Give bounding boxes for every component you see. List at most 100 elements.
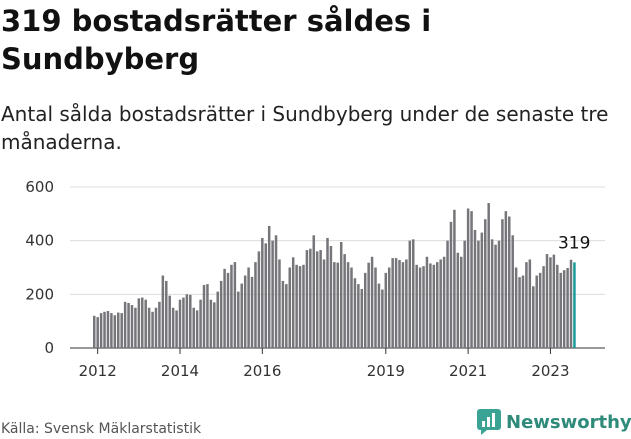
bar	[292, 257, 295, 348]
bar	[251, 277, 254, 348]
bar	[138, 298, 141, 348]
bar	[343, 254, 346, 348]
bar	[244, 276, 247, 348]
bar	[213, 302, 216, 348]
bar	[367, 263, 370, 348]
bar	[522, 276, 525, 348]
bar	[450, 222, 453, 348]
bar	[237, 292, 240, 348]
bar	[247, 268, 250, 349]
bar	[457, 253, 460, 348]
brand-name: Newsworthy	[506, 412, 631, 433]
bar	[501, 219, 504, 348]
bar	[505, 211, 508, 348]
x-tick-label: 2019	[367, 362, 405, 380]
bar	[110, 313, 113, 348]
bar	[549, 257, 552, 348]
bar	[309, 249, 312, 348]
bar	[93, 316, 96, 348]
bar	[467, 208, 470, 348]
bar	[107, 311, 110, 348]
bar	[409, 241, 412, 348]
bar	[518, 277, 521, 348]
bar	[539, 273, 542, 348]
bar	[415, 265, 418, 348]
bar	[340, 242, 343, 348]
bar	[295, 265, 298, 348]
bar	[405, 259, 408, 348]
bar	[553, 255, 556, 348]
bar	[439, 259, 442, 348]
bar	[100, 313, 103, 348]
bar	[141, 298, 144, 348]
bar	[216, 292, 219, 348]
bar	[175, 310, 178, 348]
bar	[470, 211, 473, 348]
bar-highlight	[573, 262, 576, 348]
bar	[127, 303, 130, 348]
bar	[271, 241, 274, 348]
bar	[165, 281, 168, 348]
bar	[570, 260, 573, 348]
bar	[374, 268, 377, 349]
bar	[155, 308, 158, 348]
bar	[179, 300, 182, 348]
bar	[402, 262, 405, 348]
bar	[491, 239, 494, 348]
bar	[337, 263, 340, 348]
bar	[151, 312, 154, 348]
bar	[426, 257, 429, 348]
bar	[326, 238, 329, 348]
bar	[419, 268, 422, 349]
bar	[114, 315, 117, 348]
bar	[282, 281, 285, 348]
bar	[223, 269, 226, 348]
bar	[182, 298, 185, 348]
bar	[412, 239, 415, 348]
bar	[535, 276, 538, 348]
bar	[559, 273, 562, 348]
bar	[261, 238, 264, 348]
bar	[275, 235, 278, 348]
bar	[350, 268, 353, 349]
bar	[131, 305, 134, 348]
bar	[556, 265, 559, 348]
bar	[446, 241, 449, 348]
bar	[443, 257, 446, 348]
newsworthy-logo[interactable]: Newsworthy	[476, 408, 631, 436]
bar	[364, 273, 367, 348]
bar	[330, 246, 333, 348]
bar	[354, 278, 357, 348]
newsworthy-logo-icon	[476, 408, 502, 436]
bar	[120, 313, 123, 348]
bar	[532, 286, 535, 348]
bar	[189, 295, 192, 348]
bar	[395, 258, 398, 348]
bar	[566, 268, 569, 348]
bar	[299, 266, 302, 348]
bar	[388, 268, 391, 349]
bar	[158, 302, 161, 348]
bar	[323, 259, 326, 348]
bar	[347, 262, 350, 348]
bar	[192, 308, 195, 348]
bar	[254, 262, 257, 348]
x-tick-label: 2016	[243, 362, 281, 380]
bar	[172, 308, 175, 348]
source-caption: Källa: Svensk Mäklarstatistik	[1, 421, 201, 437]
bar	[319, 250, 322, 348]
bar	[481, 233, 484, 348]
bar-chart: 0 200 400 600 319 2012 2014 2016 2019 2021 2023	[0, 170, 631, 385]
x-tick-label: 2014	[161, 362, 199, 380]
bar	[333, 262, 336, 348]
bar	[285, 284, 288, 348]
bar	[463, 241, 466, 348]
chart-subtitle: Antal sålda bostadsrätter i Sundbyberg u…	[1, 100, 626, 156]
bar	[196, 310, 199, 348]
bar	[546, 254, 549, 348]
bar	[240, 284, 243, 348]
bar	[265, 243, 268, 348]
bar	[302, 265, 305, 348]
bar	[460, 257, 463, 348]
bar	[230, 265, 233, 348]
